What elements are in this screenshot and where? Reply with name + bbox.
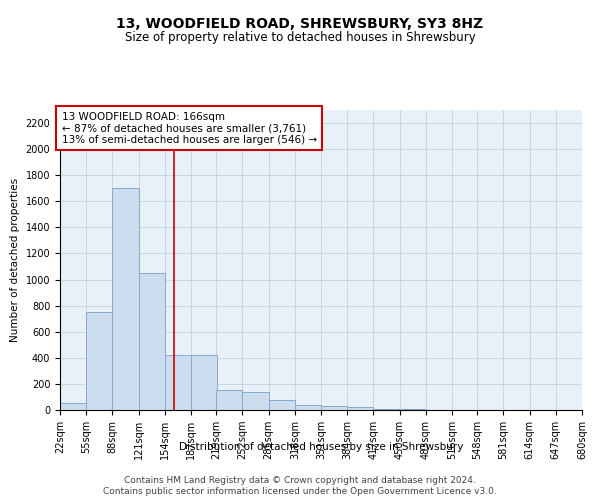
Bar [216, 390, 242, 410]
Bar [269, 400, 295, 410]
Bar [86, 312, 112, 410]
Y-axis label: Number of detached properties: Number of detached properties [10, 178, 20, 342]
Text: Contains HM Land Registry data © Crown copyright and database right 2024.: Contains HM Land Registry data © Crown c… [124, 476, 476, 485]
Text: 13 WOODFIELD ROAD: 166sqm
← 87% of detached houses are smaller (3,761)
13% of se: 13 WOODFIELD ROAD: 166sqm ← 87% of detac… [62, 112, 317, 144]
Text: Distribution of detached houses by size in Shrewsbury: Distribution of detached houses by size … [179, 442, 463, 452]
Bar [242, 392, 269, 410]
Bar [165, 355, 191, 410]
Bar [139, 273, 165, 410]
Bar [60, 404, 86, 410]
Bar [112, 188, 139, 410]
Text: Contains public sector information licensed under the Open Government Licence v3: Contains public sector information licen… [103, 488, 497, 496]
Bar [321, 406, 347, 410]
Bar [295, 405, 321, 410]
Text: 13, WOODFIELD ROAD, SHREWSBURY, SY3 8HZ: 13, WOODFIELD ROAD, SHREWSBURY, SY3 8HZ [116, 18, 484, 32]
Bar [191, 355, 217, 410]
Text: Size of property relative to detached houses in Shrewsbury: Size of property relative to detached ho… [125, 31, 475, 44]
Bar [347, 408, 373, 410]
Bar [373, 408, 400, 410]
